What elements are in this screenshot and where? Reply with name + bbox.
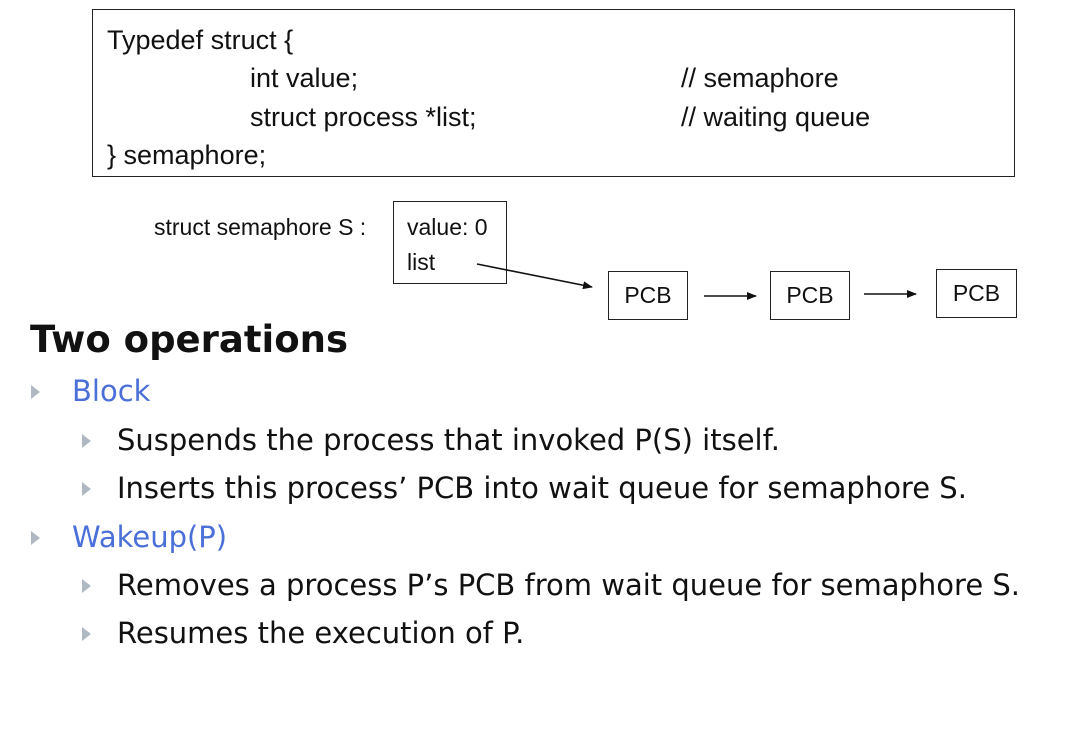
bullet-triangle-icon [82,579,91,593]
field-list-label: list [407,249,436,275]
pcb-box-3: PCB [936,269,1017,318]
bullet-triangle-icon [82,434,91,448]
bullet-triangle-icon [82,627,91,641]
block-label: Block [72,374,151,408]
section-heading: Two operations [30,318,349,361]
wakeup-label: Wakeup(P) [72,520,228,554]
struct-semaphore-label: struct semaphore S : [154,214,367,240]
code-comment-waiting-queue: // waiting queue [681,102,871,132]
code-line-int-value: int value; [250,63,359,93]
wakeup-item-2: Resumes the execution of P. [117,616,525,650]
code-line-struct-list: struct process *list; [250,102,477,132]
wakeup-item-1: Removes a process P’s PCB from wait queu… [117,568,1021,602]
bullet-triangle-icon [31,385,40,399]
code-line-typedef: Typedef struct { [107,25,294,55]
code-line-close: } semaphore; [107,140,267,170]
field-value-label: value: 0 [407,214,488,240]
code-definition-box: Typedef struct { int value; // semaphore… [92,9,1015,177]
code-comment-semaphore: // semaphore [681,63,839,93]
pcb-box-2: PCB [770,271,850,320]
block-item-1: Suspends the process that invoked P(S) i… [117,423,780,457]
semaphore-struct-box: value: 0 list [393,201,507,284]
bullet-triangle-icon [82,482,91,496]
bullet-triangle-icon [31,531,40,545]
block-item-2: Inserts this process’ PCB into wait queu… [117,471,967,505]
pcb-box-1: PCB [608,271,688,320]
